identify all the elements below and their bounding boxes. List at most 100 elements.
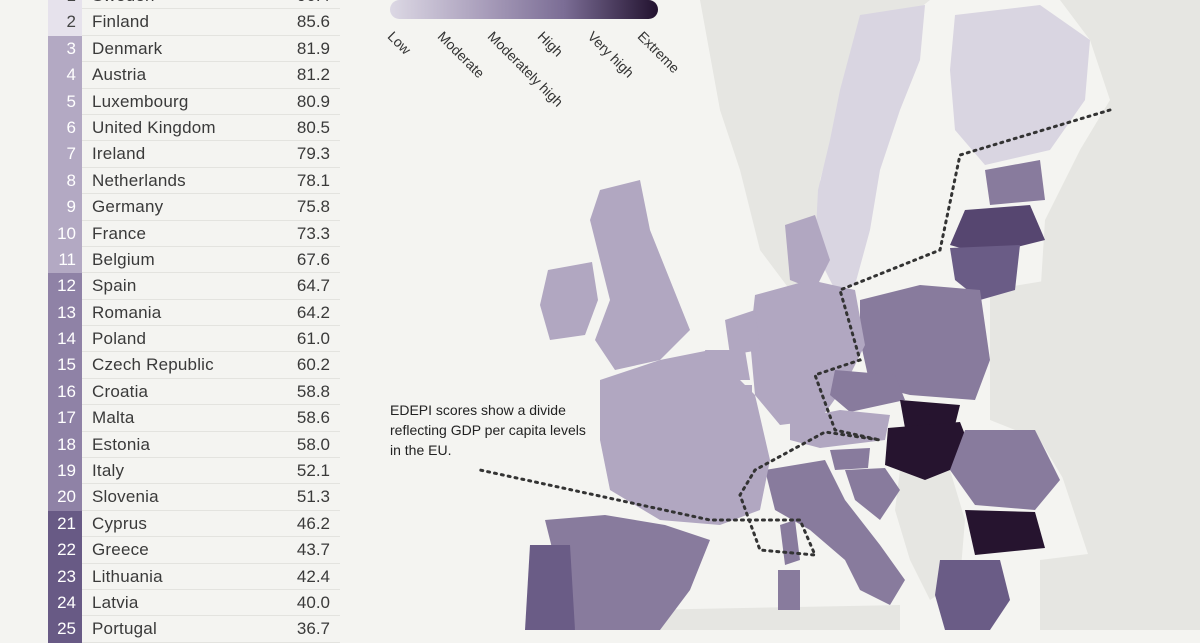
table-row: 1 Sweden 90.4 <box>48 0 340 10</box>
country-name: Malta <box>92 408 135 428</box>
map-slovakia <box>900 400 960 428</box>
score-value: 80.9 <box>296 91 330 111</box>
map-bulgaria <box>965 510 1045 555</box>
map-lithuania <box>950 245 1020 300</box>
map-denmark <box>785 215 830 290</box>
score-value: 42.4 <box>296 566 330 586</box>
map-finland <box>950 5 1090 165</box>
map-turkey <box>1040 540 1200 630</box>
score-value: 75.8 <box>296 197 330 217</box>
table-row: 22 Greece 43.7 <box>48 537 340 564</box>
country-name: Netherlands <box>92 170 186 190</box>
country-name: Sweden <box>92 0 155 9</box>
rank-cell: 16 <box>48 378 82 406</box>
country-name: Finland <box>92 12 150 32</box>
rank-cell: 17 <box>48 405 82 432</box>
map-france <box>600 350 770 525</box>
map-sweden <box>815 5 925 290</box>
rank-cell: 8 <box>48 167 82 195</box>
score-value: 58.0 <box>296 434 330 454</box>
map-estonia <box>985 160 1045 205</box>
country-name: Luxembourg <box>92 91 189 111</box>
europe-map <box>478 0 1200 630</box>
table-row: 14 Poland 61.0 <box>48 326 340 353</box>
table-row: 21 Cyprus 46.2 <box>48 510 340 538</box>
rank-cell: 1 <box>48 0 82 10</box>
rank-cell: 11 <box>48 246 82 274</box>
rank-cell: 22 <box>48 537 82 564</box>
score-value: 51.3 <box>296 487 330 507</box>
country-name: Estonia <box>92 434 151 454</box>
divide-line <box>478 108 1112 557</box>
rank-cell: 3 <box>48 35 82 63</box>
score-value: 58.6 <box>296 408 330 428</box>
score-value: 52.1 <box>296 461 330 481</box>
country-name: Greece <box>92 540 149 560</box>
divide-annotation: EDEPI scores show a divide reflecting GD… <box>390 402 586 458</box>
rank-cell: 6 <box>48 114 82 142</box>
score-value: 64.7 <box>296 276 330 296</box>
country-name: Belgium <box>92 249 155 269</box>
score-value: 61.0 <box>296 329 330 349</box>
rank-cell: 9 <box>48 194 82 221</box>
map-portugal <box>525 545 575 630</box>
country-name: France <box>92 223 147 243</box>
country-name: Germany <box>92 197 164 217</box>
country-name: Denmark <box>92 38 163 58</box>
country-name: Croatia <box>92 381 149 401</box>
table-row: 18 Estonia 58.0 <box>48 431 340 459</box>
rank-cell: 23 <box>48 563 82 590</box>
table-row: 13 Romania 64.2 <box>48 299 340 327</box>
map-great-britain <box>590 180 690 370</box>
map-belarus-ukraine <box>990 280 1150 490</box>
map-czech <box>830 370 905 412</box>
map-ireland <box>540 262 598 340</box>
score-value: 46.2 <box>296 513 330 533</box>
score-value: 43.7 <box>296 540 330 560</box>
map-north-africa <box>640 605 900 630</box>
table-row: 19 Italy 52.1 <box>48 458 340 485</box>
country-name: Romania <box>92 302 162 322</box>
rank-cell: 12 <box>48 273 82 300</box>
table-row: 17 Malta 58.6 <box>48 405 340 432</box>
rank-cell: 15 <box>48 352 82 379</box>
score-value: 67.6 <box>296 249 330 269</box>
table-row: 24 Latvia 40.0 <box>48 589 340 617</box>
table-row: 2 Finland 85.6 <box>48 9 340 36</box>
table-row: 11 Belgium 67.6 <box>48 246 340 274</box>
score-value: 81.9 <box>296 38 330 58</box>
map-croatia <box>845 468 900 520</box>
legend-gradient-bar <box>390 0 658 19</box>
rank-cell: 21 <box>48 510 82 538</box>
table-row: 10 France 73.3 <box>48 220 340 247</box>
map-latvia <box>950 205 1045 255</box>
rank-cell: 7 <box>48 141 82 168</box>
country-name: Latvia <box>92 592 139 612</box>
score-value: 58.8 <box>296 381 330 401</box>
rank-cell: 24 <box>48 589 82 617</box>
table-row: 4 Austria 81.2 <box>48 62 340 89</box>
table-row: 23 Lithuania 42.4 <box>48 563 340 590</box>
rank-cell: 2 <box>48 9 82 36</box>
map-spain <box>545 515 710 630</box>
country-name: Slovenia <box>92 487 159 507</box>
country-name: Czech Republic <box>92 355 214 375</box>
country-name: Poland <box>92 329 147 349</box>
table-row: 7 Ireland 79.3 <box>48 141 340 168</box>
score-value: 60.2 <box>296 355 330 375</box>
rank-cell: 20 <box>48 484 82 511</box>
score-value: 80.5 <box>296 117 330 137</box>
score-value: 78.1 <box>296 170 330 190</box>
score-value: 73.3 <box>296 223 330 243</box>
map-corsica-sardinia <box>778 520 800 610</box>
country-name: Lithuania <box>92 566 163 586</box>
rank-cell: 18 <box>48 431 82 459</box>
country-name: Cyprus <box>92 513 148 533</box>
country-name: Austria <box>92 65 147 85</box>
map-romania <box>950 430 1060 510</box>
rank-cell: 13 <box>48 299 82 327</box>
table-row: 12 Spain 64.7 <box>48 273 340 300</box>
score-value: 64.2 <box>296 302 330 322</box>
table-row: 16 Croatia 58.8 <box>48 378 340 406</box>
country-name: Italy <box>92 461 125 481</box>
